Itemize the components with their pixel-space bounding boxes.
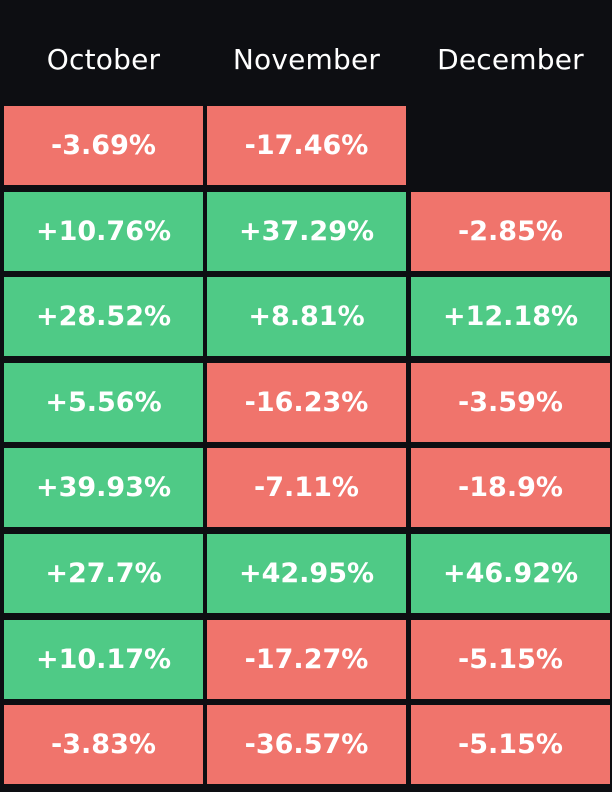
heatmap-cell: -17.27% <box>207 620 406 699</box>
heatmap-cell: +39.93% <box>4 448 203 527</box>
heatmap-cell: -3.69% <box>4 106 203 185</box>
heatmap-cell: -3.59% <box>411 363 610 442</box>
heatmap-cell: +37.29% <box>207 192 406 271</box>
heatmap-cell: +10.17% <box>4 620 203 699</box>
heatmap-cell: -3.83% <box>4 705 203 784</box>
heatmap-cell: -5.15% <box>411 620 610 699</box>
heatmap-cell: -36.57% <box>207 705 406 784</box>
heatmap-cell: -17.46% <box>207 106 406 185</box>
column-header-november: November <box>232 43 381 76</box>
heatmap-cell: -16.23% <box>207 363 406 442</box>
heatmap-cell: +28.52% <box>4 277 203 356</box>
column-header-october: October <box>46 43 161 76</box>
heatmap-cell: -5.15% <box>411 705 610 784</box>
heatmap-cell: +12.18% <box>411 277 610 356</box>
heatmap-cell: -2.85% <box>411 192 610 271</box>
heatmap-cell: +8.81% <box>207 277 406 356</box>
heatmap-cell: +5.56% <box>4 363 203 442</box>
heatmap-cell: -7.11% <box>207 448 406 527</box>
column-header-december: December <box>437 43 584 76</box>
heatmap-cell: -18.9% <box>411 448 610 527</box>
heatmap-cell: +27.7% <box>4 534 203 613</box>
heatmap-cell: +42.95% <box>207 534 406 613</box>
heatmap-cell: +46.92% <box>411 534 610 613</box>
heatmap-cell: +10.76% <box>4 192 203 271</box>
